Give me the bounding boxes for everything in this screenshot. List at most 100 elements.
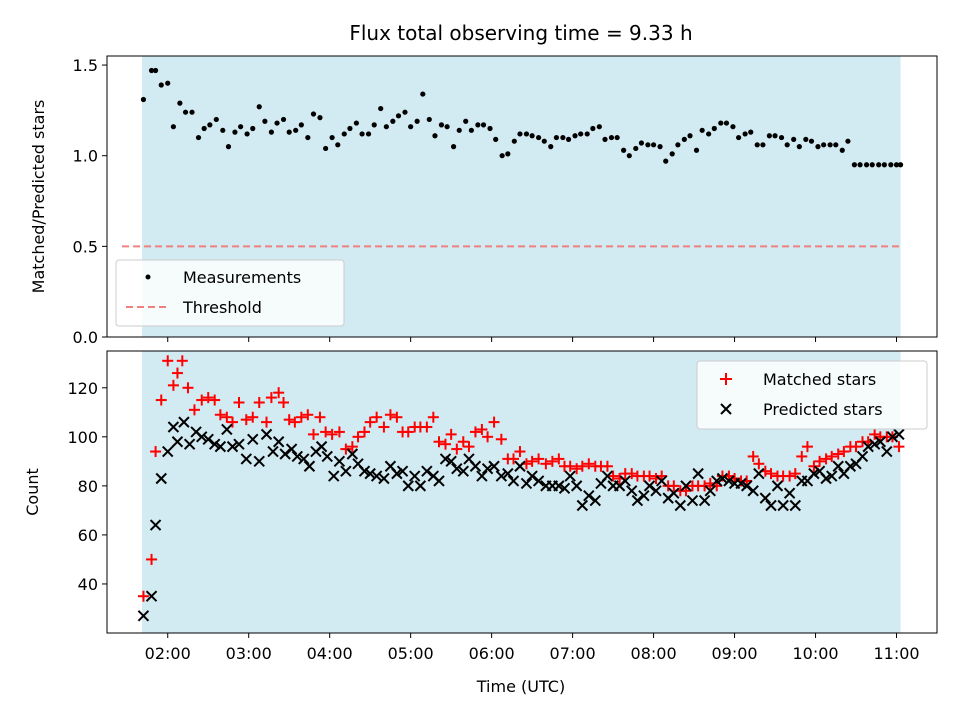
matched-star-point (445, 428, 457, 440)
matched-star-point (814, 455, 826, 467)
matched-star-point (289, 416, 301, 428)
predicted-star-point (553, 480, 565, 492)
measurement-point (766, 133, 772, 139)
matched-star-point (162, 355, 174, 367)
measurement-point (220, 127, 226, 133)
matched-star-point (451, 443, 463, 455)
measurement-point (523, 131, 530, 137)
measurement-point (602, 136, 608, 142)
matched-star-point (233, 396, 245, 408)
predicted-star-point (650, 485, 662, 497)
measurement-point (158, 82, 164, 88)
predicted-star-point (759, 492, 772, 504)
measurement-point (505, 151, 511, 157)
matched-star-point (171, 367, 183, 379)
predicted-star-point (402, 480, 414, 492)
measurement-point (565, 136, 572, 142)
matched-star-point (571, 463, 583, 475)
measurement-point (815, 144, 821, 150)
matched-star-point (533, 453, 545, 465)
matched-star-point (784, 470, 796, 482)
predicted-star-point (202, 433, 214, 445)
predicted-star-point (149, 519, 162, 531)
measurement-point (614, 134, 620, 141)
predicted-star-point (619, 475, 631, 487)
predicted-star-point (183, 438, 196, 450)
measurement-point (390, 118, 396, 124)
matched-star-point (352, 431, 364, 443)
legend-marker-measurements (145, 274, 151, 280)
measurement-point (274, 120, 280, 126)
measurement-point (414, 118, 420, 124)
bottom-y-ticks: 40 60 80 100 120 (67, 379, 107, 594)
predicted-star-point (396, 465, 409, 477)
measurement-point (839, 147, 845, 153)
matched-star-point (137, 590, 149, 602)
predicted-star-point (171, 436, 184, 448)
measurement-point (693, 147, 700, 153)
measurement-point (893, 162, 900, 168)
measurement-point (590, 125, 596, 132)
predicted-star-point (421, 465, 433, 477)
predicted-star-point (881, 445, 893, 458)
matched-star-point (188, 404, 200, 416)
top-y-ticks: 0.0 0.5 1.0 1.5 (73, 56, 107, 347)
measurement-point (148, 67, 155, 74)
matched-star-point (227, 416, 239, 428)
matched-star-point (553, 453, 565, 465)
matched-star-point (808, 460, 820, 472)
matched-star-point (176, 355, 188, 367)
matched-star-point (196, 394, 208, 406)
measurement-point (341, 131, 347, 137)
measurement-point (742, 131, 748, 137)
matched-star-point (155, 394, 167, 406)
measurement-point (706, 131, 712, 137)
measurement-point (329, 134, 335, 141)
predicted-star-point (808, 467, 820, 480)
measurement-point (821, 142, 827, 148)
predicted-star-point (240, 453, 252, 465)
measurement-point (736, 134, 742, 141)
top-legend: Measurements Threshold (115, 259, 345, 327)
measurement-point (310, 111, 317, 117)
matched-star-point (753, 458, 765, 470)
matched-star-point (668, 480, 680, 492)
measurement-point (256, 104, 262, 110)
matched-star-point (307, 428, 319, 440)
matched-star-point (576, 460, 588, 472)
predicted-star-point (564, 470, 576, 482)
matched-star-point (820, 453, 832, 465)
measurement-point (730, 124, 736, 130)
matched-stars-points (137, 355, 905, 602)
bottom-axes-frame (106, 350, 938, 634)
measurement-point (754, 142, 760, 148)
measurement-point (851, 162, 858, 168)
measurement-point (378, 105, 384, 112)
measurement-point (803, 136, 809, 142)
measurement-point (177, 100, 183, 106)
predicted-star-point (631, 494, 644, 507)
measurement-point (463, 118, 469, 124)
predicted-star-point (433, 475, 445, 487)
matched-star-point (359, 426, 371, 438)
matched-star-point (167, 379, 179, 391)
measurement-point (511, 138, 517, 144)
matched-star-point (326, 428, 338, 440)
predicted-star-point (862, 440, 874, 453)
measurement-point (897, 162, 904, 168)
matched-star-point (265, 392, 277, 404)
predicted-star-point (507, 475, 520, 487)
predicted-star-point (346, 448, 359, 460)
predicted-star-point (583, 489, 595, 502)
predicted-star-point (137, 610, 150, 622)
measurement-point (170, 124, 176, 130)
measurement-point (657, 144, 663, 150)
matched-star-point (495, 433, 507, 445)
predicted-star-point (221, 423, 233, 436)
matched-star-point (302, 409, 314, 421)
predicted-star-point (589, 494, 601, 507)
measurement-point (195, 134, 202, 141)
matched-star-point (253, 396, 265, 408)
predicted-star-point (558, 482, 571, 495)
